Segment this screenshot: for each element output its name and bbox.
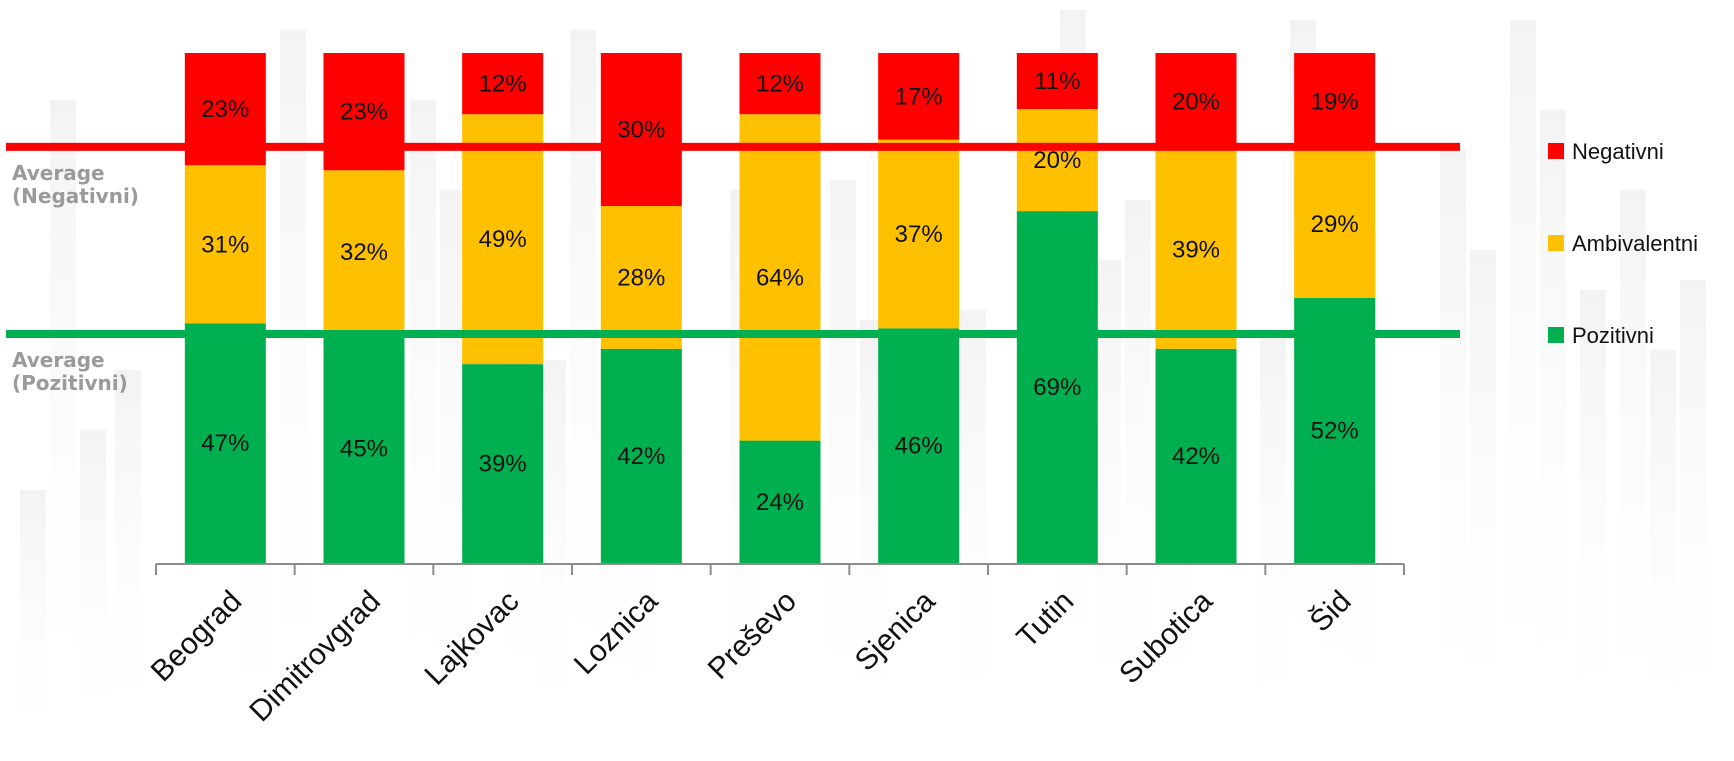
data-label-negativni: 19% bbox=[1311, 88, 1359, 115]
bar-pozitivni bbox=[1294, 297, 1376, 563]
bar-negativni bbox=[462, 53, 544, 115]
bar-ambivalentni bbox=[1016, 109, 1098, 212]
data-label-pozitivni: 42% bbox=[617, 443, 665, 470]
bar-negativni bbox=[1016, 53, 1098, 110]
bar-ambivalentni bbox=[1155, 149, 1237, 349]
data-label-ambivalentni: 31% bbox=[201, 231, 249, 258]
background-column bbox=[280, 30, 306, 761]
background-column bbox=[440, 190, 466, 761]
bars bbox=[184, 53, 1376, 563]
background-column bbox=[1125, 200, 1151, 761]
data-label-ambivalentni: 37% bbox=[895, 221, 943, 248]
bar-pozitivni bbox=[184, 323, 266, 563]
background-column bbox=[1680, 280, 1706, 761]
background-column bbox=[1620, 190, 1646, 761]
bar-pozitivni bbox=[462, 364, 544, 563]
background-column bbox=[540, 360, 566, 761]
background-column bbox=[1580, 290, 1606, 761]
bar-negativni bbox=[1155, 53, 1237, 150]
legend-label-negativni: Negativni bbox=[1572, 139, 1664, 164]
bar-ambivalentni bbox=[323, 170, 405, 334]
bar-ambivalentni bbox=[739, 114, 821, 441]
bar-ambivalentni bbox=[600, 206, 682, 349]
bar-pozitivni bbox=[878, 328, 960, 563]
segment-labels: 47% 31% 23% 45% 32% 23% 39% 49% 12% 42% 28% 30% 24% 6… bbox=[201, 68, 1358, 516]
data-label-ambivalentni: 64% bbox=[756, 264, 804, 291]
data-label-ambivalentni: 20% bbox=[1033, 147, 1081, 174]
bar-pozitivni bbox=[1155, 348, 1237, 563]
bar-ambivalentni bbox=[878, 139, 960, 329]
background-column bbox=[80, 430, 106, 761]
data-label-ambivalentni: 32% bbox=[340, 239, 388, 266]
bar-pozitivni bbox=[600, 348, 682, 563]
data-label-negativni: 11% bbox=[1034, 68, 1080, 95]
data-label-pozitivni: 45% bbox=[340, 435, 388, 462]
background-column bbox=[1510, 20, 1536, 761]
background-column bbox=[1650, 350, 1676, 761]
data-label-pozitivni: 52% bbox=[1311, 417, 1359, 444]
background-column bbox=[570, 30, 596, 761]
bar-negativni bbox=[739, 53, 821, 115]
legend: Negativni Ambivalentni Pozitivni bbox=[1548, 139, 1698, 348]
x-tick-label: Beograd bbox=[145, 585, 249, 689]
background-column bbox=[1470, 250, 1496, 761]
background-column bbox=[1095, 260, 1121, 761]
data-label-pozitivni: 24% bbox=[756, 489, 804, 516]
bar-ambivalentni bbox=[1294, 149, 1376, 298]
background-column bbox=[50, 100, 76, 761]
background-column bbox=[20, 490, 46, 761]
data-label-negativni: 17% bbox=[895, 83, 943, 110]
data-label-pozitivni: 69% bbox=[1033, 374, 1081, 401]
legend-swatch-ambivalentni bbox=[1548, 235, 1564, 251]
legend-label-pozitivni: Pozitivni bbox=[1572, 323, 1654, 348]
background-column bbox=[1540, 110, 1566, 761]
data-label-negativni: 30% bbox=[617, 117, 665, 144]
average-line-label: (Negativni) bbox=[12, 184, 139, 208]
data-label-ambivalentni: 49% bbox=[479, 226, 527, 253]
background-column bbox=[1260, 330, 1286, 761]
bar-negativni bbox=[600, 53, 682, 206]
data-label-pozitivni: 39% bbox=[479, 451, 527, 478]
average-line-label: Average bbox=[12, 348, 105, 372]
data-label-negativni: 12% bbox=[756, 71, 804, 98]
average-line bbox=[6, 330, 1460, 339]
data-label-ambivalentni: 28% bbox=[617, 264, 665, 291]
average-line-label: (Pozitivni) bbox=[12, 371, 128, 395]
data-label-negativni: 23% bbox=[340, 99, 388, 126]
average-lines: Average(Negativni)Average(Pozitivni) bbox=[6, 142, 1460, 395]
background-column bbox=[960, 310, 986, 761]
bar-pozitivni bbox=[739, 440, 821, 563]
legend-swatch-negativni bbox=[1548, 143, 1564, 159]
data-label-negativni: 23% bbox=[201, 96, 249, 123]
bar-ambivalentni bbox=[462, 114, 544, 365]
background-column bbox=[830, 180, 856, 761]
bar-ambivalentni bbox=[184, 165, 266, 324]
background-column bbox=[1440, 150, 1466, 761]
average-line bbox=[6, 142, 1460, 151]
data-label-negativni: 20% bbox=[1172, 88, 1220, 115]
data-label-ambivalentni: 29% bbox=[1311, 211, 1359, 238]
bar-pozitivni bbox=[1016, 211, 1098, 563]
legend-label-ambivalentni: Ambivalentni bbox=[1572, 231, 1698, 256]
bar-negativni bbox=[1294, 53, 1376, 150]
data-label-negativni: 12% bbox=[479, 71, 527, 98]
bar-pozitivni bbox=[323, 333, 405, 563]
background-column bbox=[115, 370, 141, 761]
background-column bbox=[410, 100, 436, 761]
bar-negativni bbox=[878, 53, 960, 140]
average-line-label: Average bbox=[12, 161, 105, 185]
data-label-pozitivni: 46% bbox=[895, 433, 943, 460]
data-label-ambivalentni: 39% bbox=[1172, 236, 1220, 263]
data-label-pozitivni: 42% bbox=[1172, 443, 1220, 470]
legend-swatch-pozitivni bbox=[1548, 327, 1564, 343]
data-label-pozitivni: 47% bbox=[201, 430, 249, 457]
